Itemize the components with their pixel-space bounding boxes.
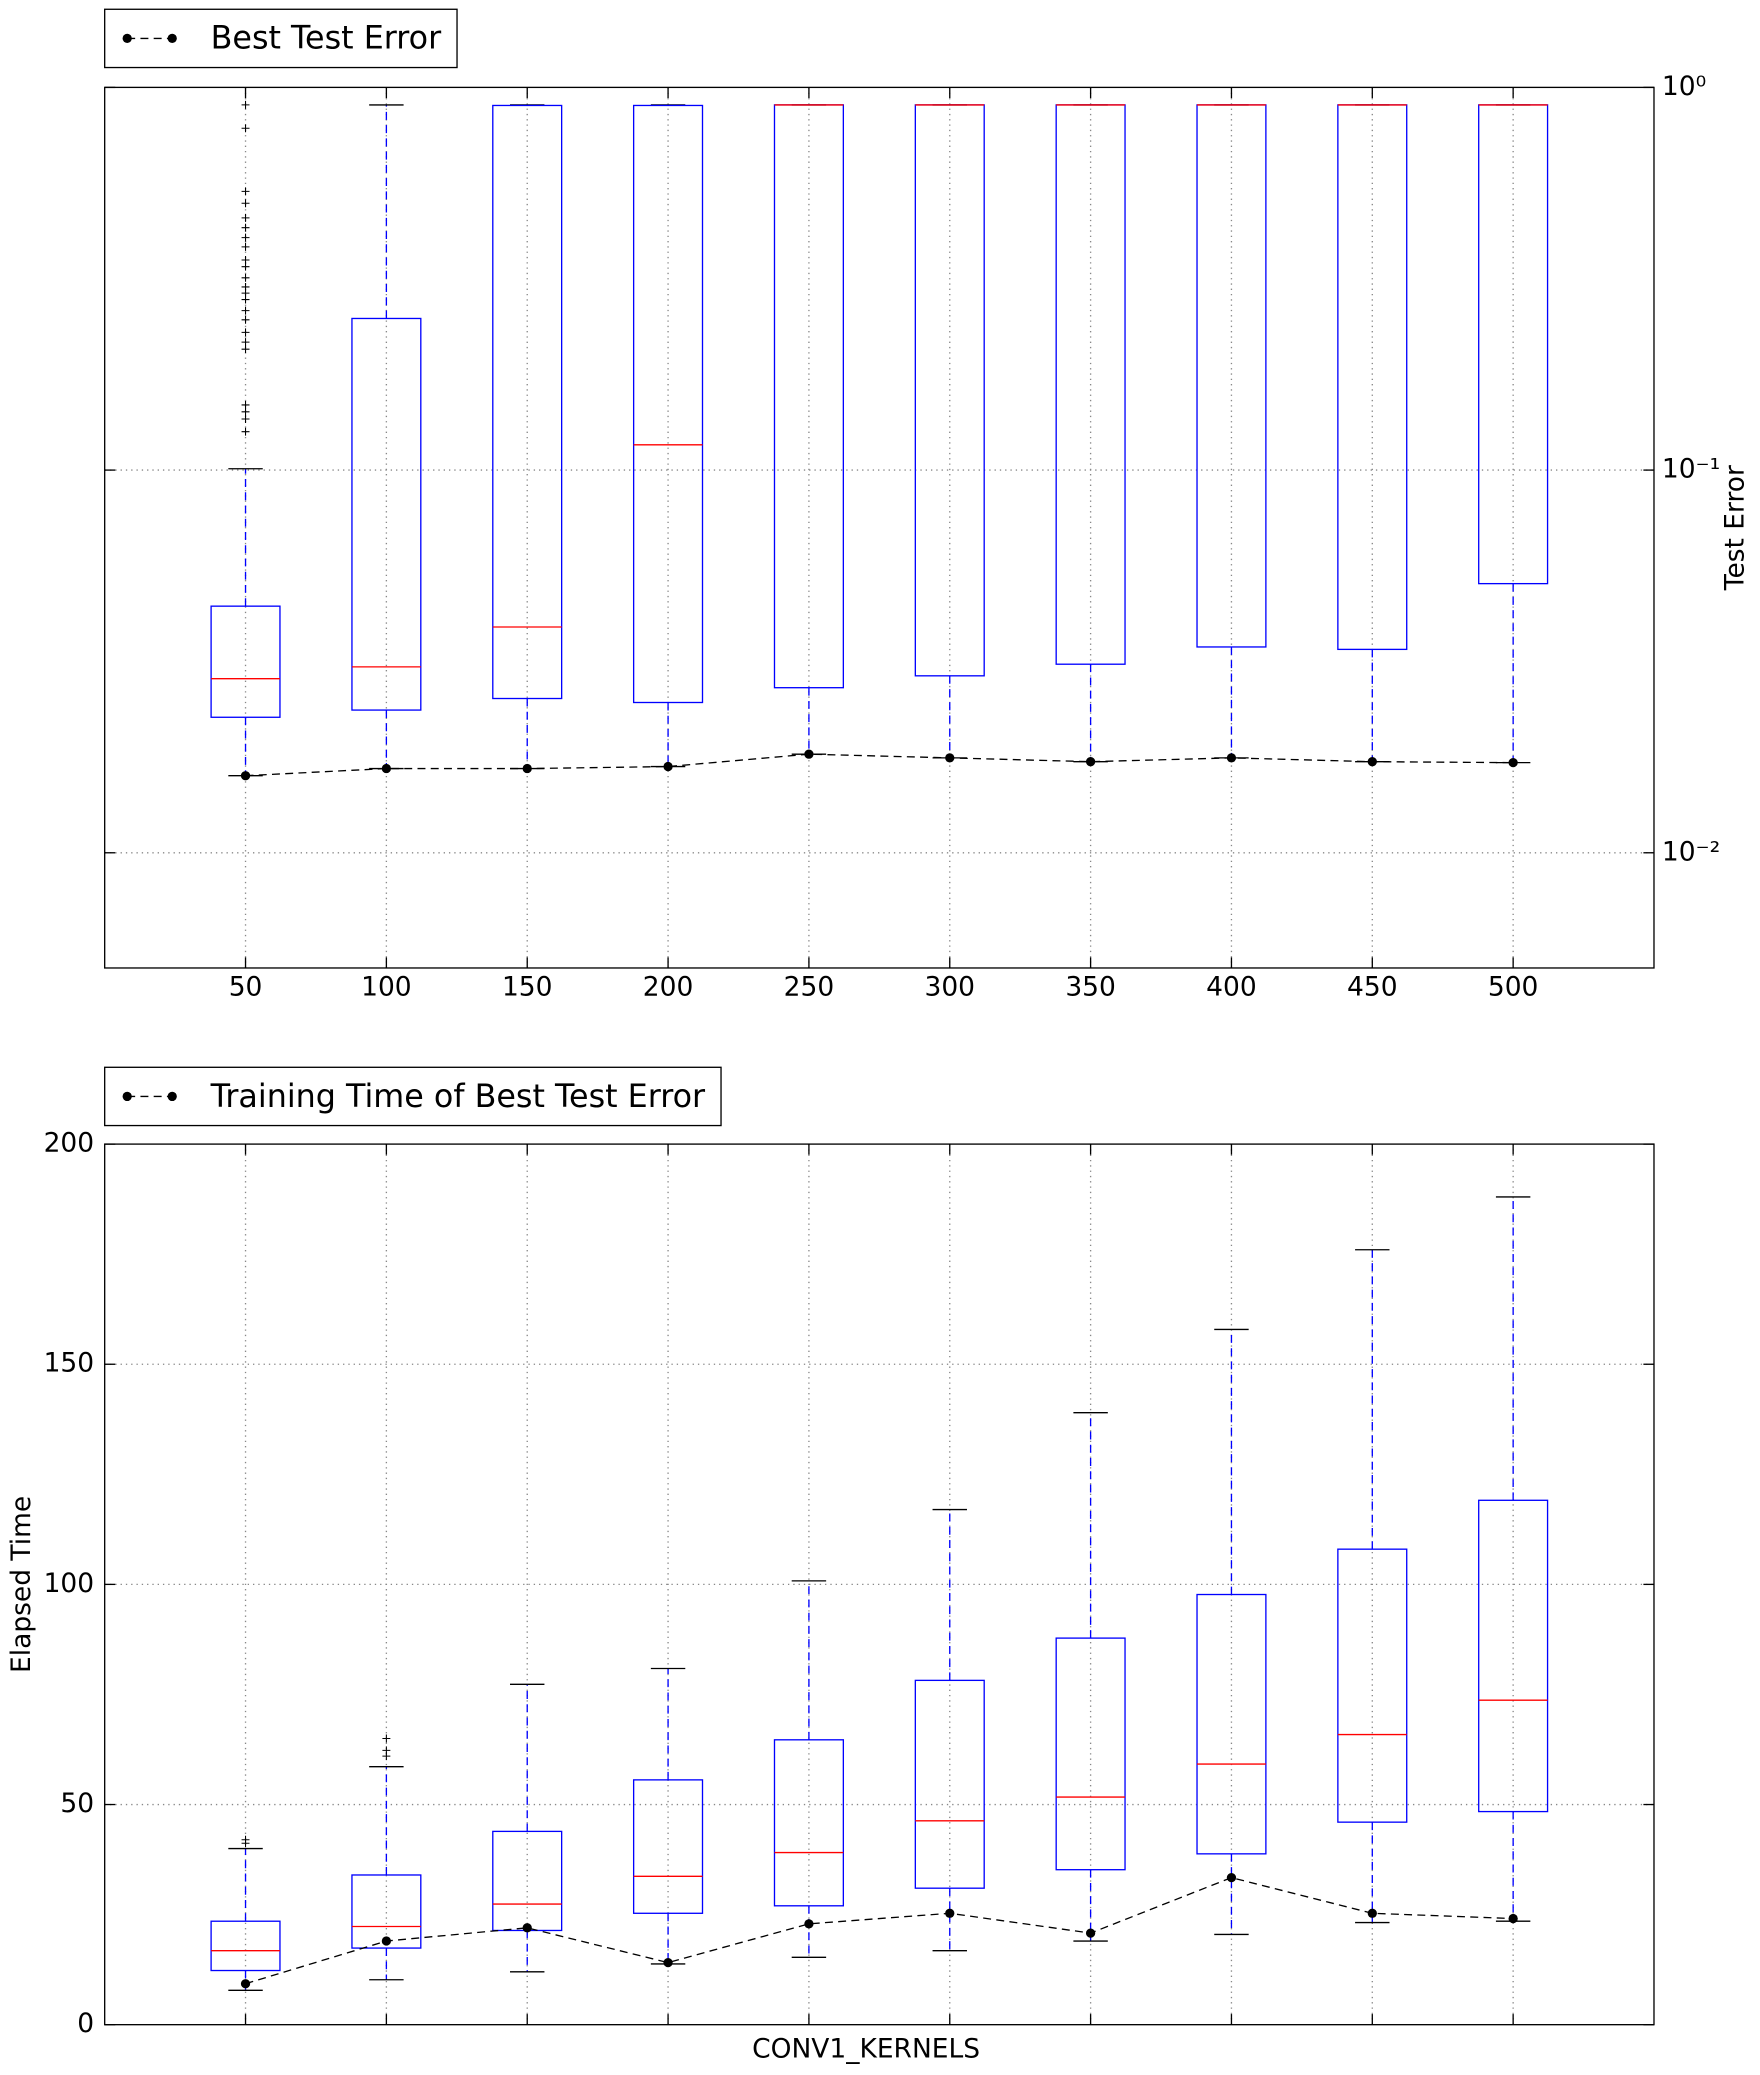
legend: Best Test Error — [104, 8, 458, 69]
x-tick-label: 200 — [643, 971, 694, 1002]
legend-marker — [122, 33, 132, 44]
flier — [382, 1746, 391, 1755]
legend-marker — [167, 1091, 177, 1102]
line — [245, 753, 1514, 777]
flier — [241, 256, 250, 264]
point — [945, 753, 955, 763]
flier — [241, 338, 250, 347]
flier — [241, 427, 250, 436]
flier — [241, 315, 250, 324]
box — [632, 104, 704, 704]
flier — [382, 1734, 391, 1743]
box — [210, 605, 281, 718]
flier — [241, 242, 250, 251]
y-axis-title: Test Error — [1720, 465, 1751, 591]
point — [522, 763, 532, 774]
y-tick-label: 150 — [44, 1348, 95, 1379]
flier — [241, 199, 250, 208]
legend-label: Best Test Error — [211, 21, 442, 57]
box — [351, 317, 422, 711]
point — [381, 1936, 392, 1946]
flier — [241, 1835, 250, 1844]
point — [1508, 758, 1518, 768]
point — [804, 1919, 814, 1929]
box — [773, 1739, 845, 1907]
box — [1478, 1499, 1549, 1813]
flier — [241, 295, 250, 304]
point — [663, 1957, 673, 1968]
flier — [241, 407, 250, 416]
x-tick-label: 50 — [229, 971, 263, 1002]
box — [351, 1874, 422, 1949]
point — [1226, 1872, 1237, 1883]
x-tick-label: 400 — [1206, 971, 1257, 1002]
box — [1055, 1637, 1126, 1871]
point — [240, 1979, 251, 1989]
flier — [241, 345, 250, 354]
point — [240, 771, 251, 781]
flier — [241, 415, 250, 423]
flier — [241, 124, 250, 133]
flier — [241, 187, 250, 196]
box — [632, 1779, 704, 1914]
point — [663, 761, 673, 772]
flier — [241, 306, 250, 315]
y-tick-label: 0 — [77, 2008, 94, 2039]
line — [245, 1876, 1514, 1985]
point — [945, 1908, 955, 1918]
point — [1508, 1913, 1518, 1924]
flier — [241, 213, 250, 222]
x-tick-label: 150 — [502, 971, 553, 1002]
point — [804, 749, 814, 759]
box — [914, 1679, 985, 1889]
legend-box — [104, 8, 458, 69]
x-tick-label: 250 — [784, 971, 835, 1002]
y-axis-title: Elapsed Time — [6, 1496, 37, 1673]
box — [773, 104, 845, 689]
flier — [241, 100, 250, 109]
x-axis-title: CONV1_KERNELS — [752, 2033, 980, 2064]
flier — [241, 273, 250, 282]
y-tick-label: 10⁻² — [1662, 836, 1720, 867]
point — [1367, 757, 1377, 767]
point — [522, 1923, 532, 1933]
legend-marker — [122, 1091, 132, 1102]
box — [1337, 104, 1408, 651]
x-tick-label: 100 — [361, 971, 412, 1002]
point — [381, 763, 392, 774]
x-tick-label: 450 — [1347, 971, 1398, 1002]
legend: Training Time of Best Test Error — [104, 1066, 722, 1127]
x-tick-label: 300 — [924, 971, 975, 1002]
flier — [241, 233, 250, 242]
point — [1085, 1928, 1096, 1938]
point — [1085, 757, 1096, 767]
legend-label: Training Time of Best Test Error — [210, 1079, 706, 1115]
y-tick-label: 100 — [44, 1568, 95, 1599]
y-tick-label: 50 — [60, 1788, 94, 1819]
flier — [241, 262, 250, 271]
flier — [241, 328, 250, 337]
y-tick-label: 10⁻¹ — [1662, 454, 1720, 485]
box — [1337, 1548, 1408, 1823]
point — [1367, 1908, 1377, 1918]
x-tick-label: 500 — [1488, 971, 1539, 1002]
point — [1226, 753, 1237, 763]
y-tick-label: 10⁰ — [1662, 71, 1706, 102]
flier — [241, 223, 250, 232]
x-tick-label: 350 — [1065, 971, 1116, 1002]
box — [1196, 1593, 1267, 1855]
y-tick-label: 200 — [44, 1128, 95, 1159]
box — [210, 1920, 281, 1972]
axes-frame — [104, 1143, 1655, 2026]
legend-box — [104, 1066, 722, 1127]
axes-frame — [104, 86, 1655, 969]
legend-marker — [167, 33, 177, 44]
flier — [241, 400, 250, 409]
box — [492, 104, 563, 700]
box — [1196, 104, 1267, 648]
